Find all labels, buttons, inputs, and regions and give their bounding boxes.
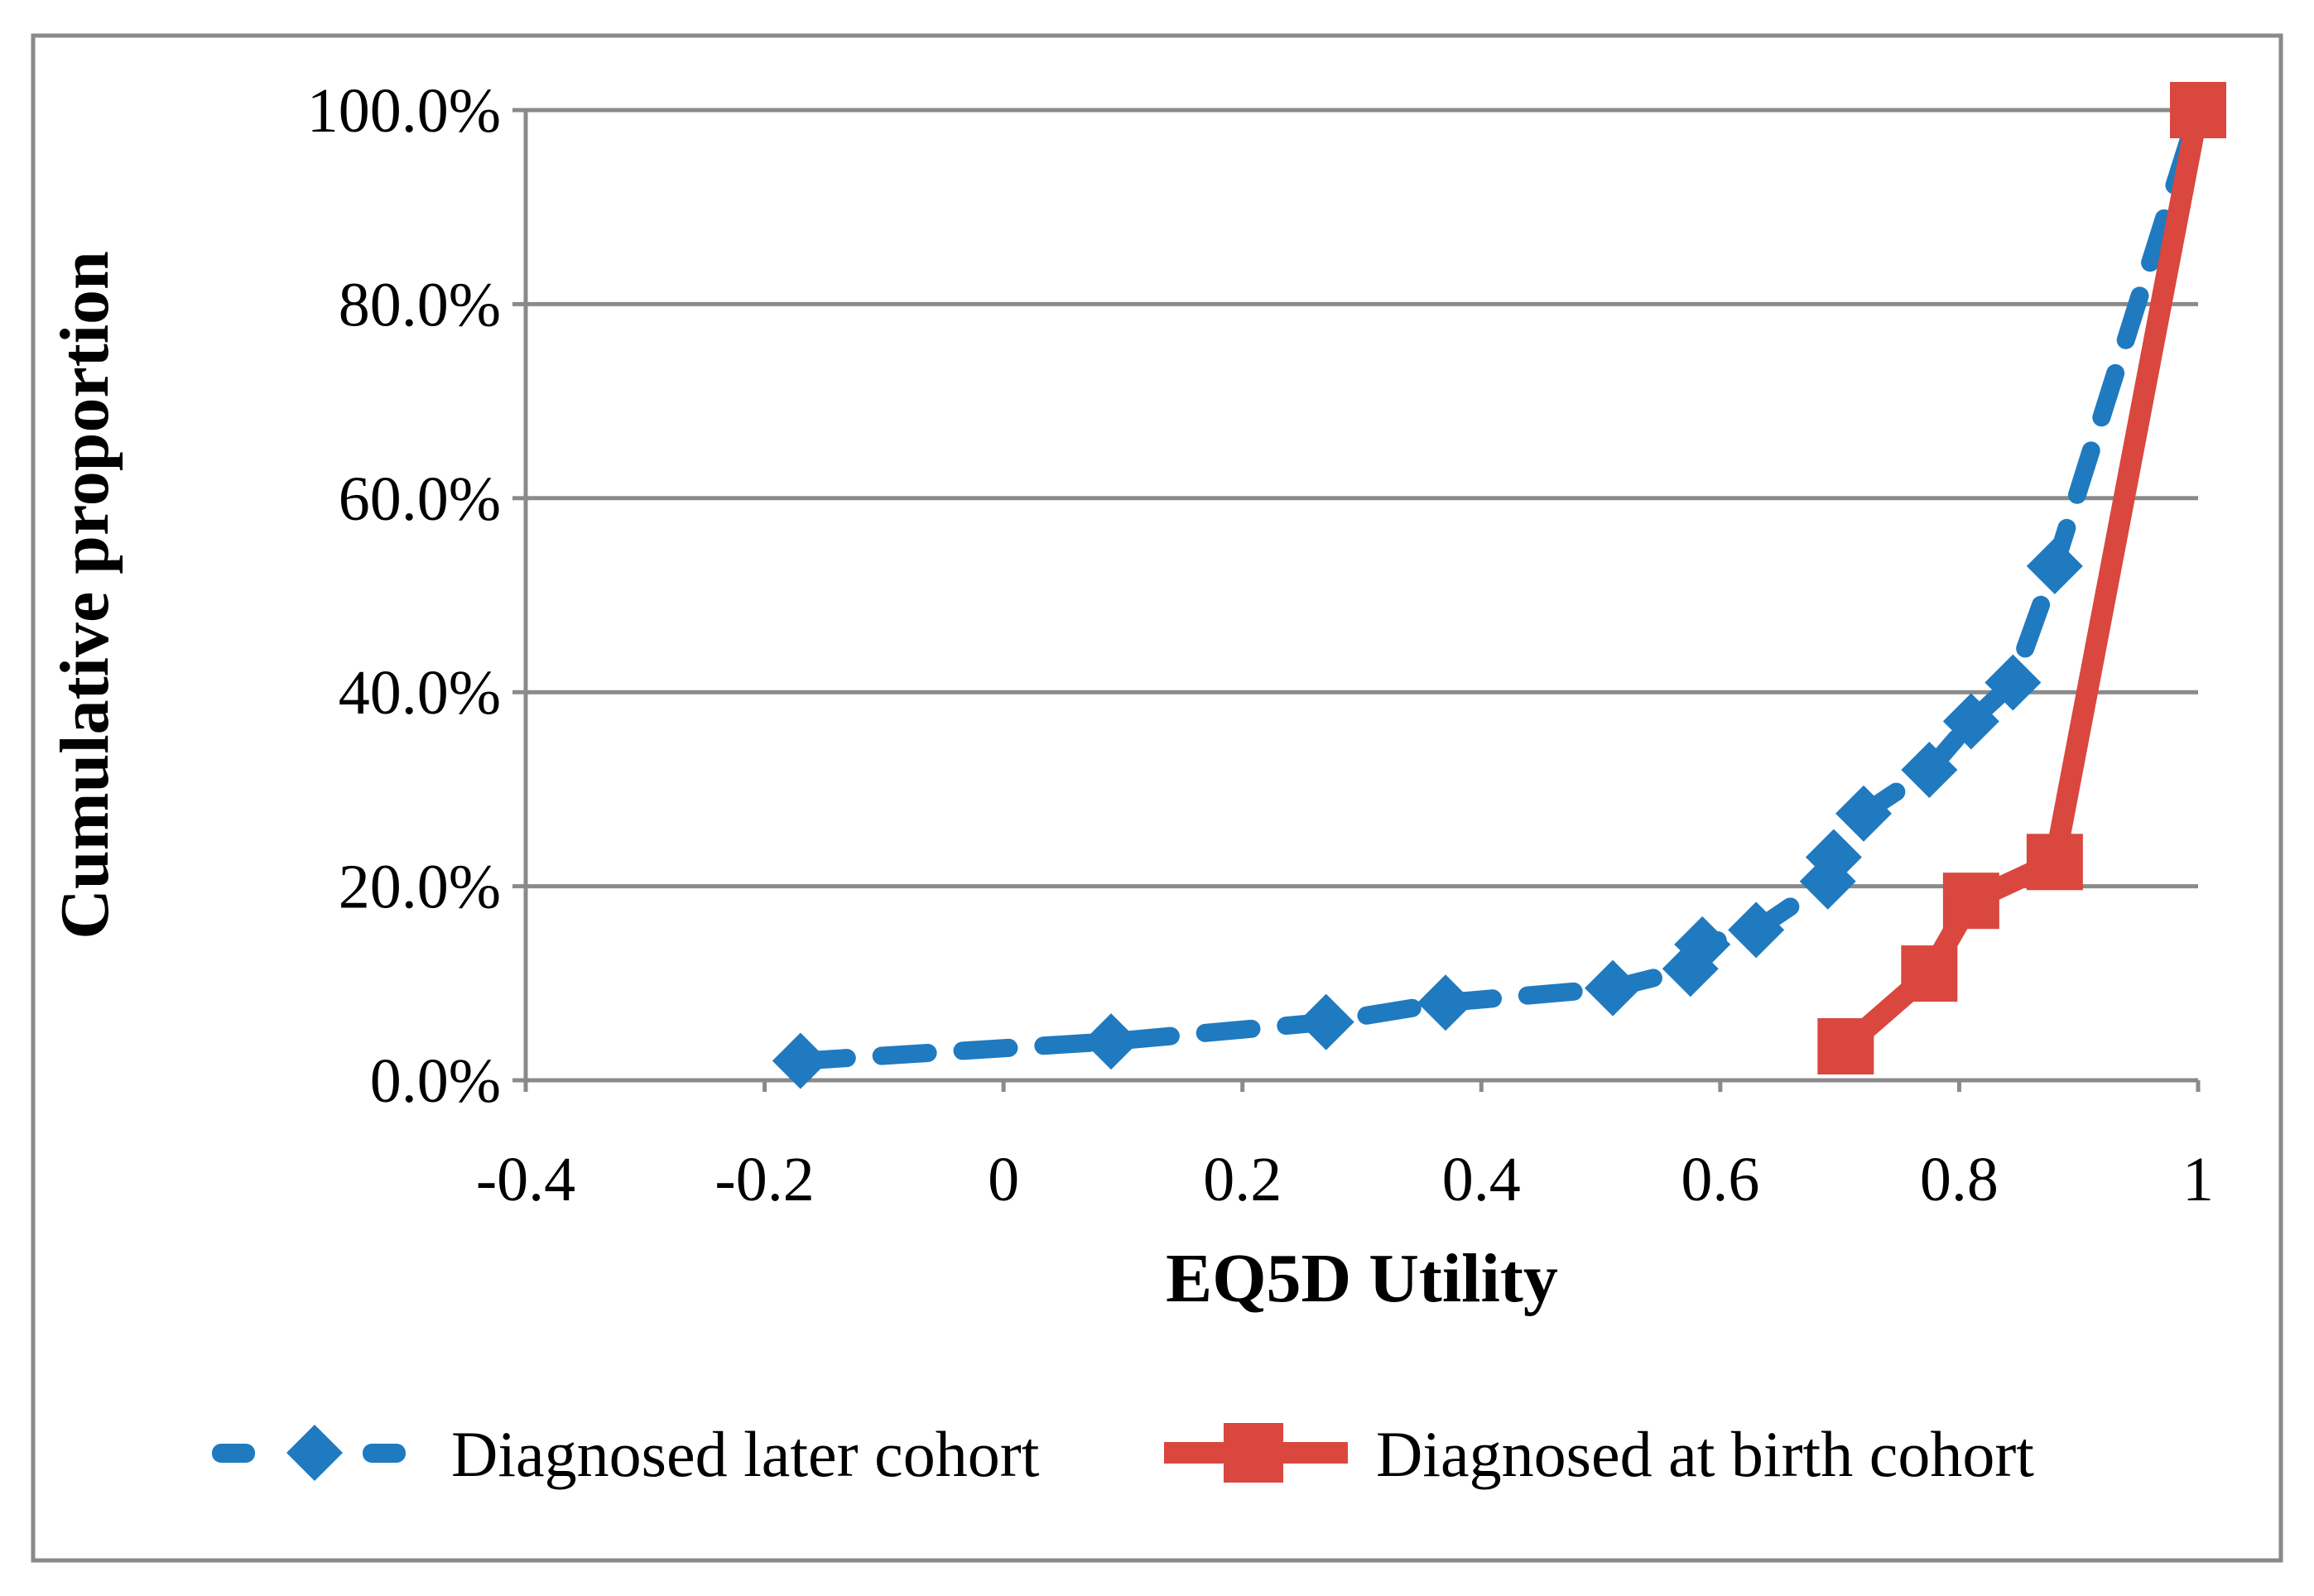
y-tick-label: 0.0% xyxy=(370,1046,501,1116)
legend-dashed-line-icon xyxy=(212,1444,255,1463)
y-tick-label: 80.0% xyxy=(339,270,501,339)
legend-item-diagnosed-later: Diagnosed later cohort xyxy=(212,1418,1040,1490)
data-point-diamond xyxy=(1984,654,2042,711)
data-point-diamond xyxy=(1901,741,1958,798)
x-tick-label: 0.6 xyxy=(1681,1145,1759,1214)
gridlines xyxy=(512,108,2201,1092)
legend: Diagnosed later cohort Diagnosed at birt… xyxy=(212,1418,2034,1490)
figure-border xyxy=(31,33,2283,1563)
data-point-diamond xyxy=(1417,974,1474,1031)
data-point-diamond xyxy=(1805,829,1862,886)
legend-item-diagnosed-at-birth: Diagnosed at birth cohort xyxy=(1164,1418,2034,1490)
x-tick-label: 1 xyxy=(2182,1145,2214,1214)
legend-square-marker-icon xyxy=(1224,1423,1283,1483)
data-point-diamond xyxy=(1083,1013,1139,1070)
x-tick-label: -0.2 xyxy=(714,1145,814,1214)
data-point-diamond xyxy=(1297,993,1354,1050)
y-tick-label: 20.0% xyxy=(339,853,501,922)
data-point-diamond xyxy=(1585,959,1641,1017)
y-tick-label: 40.0% xyxy=(339,658,501,728)
data-point-diamond xyxy=(2026,537,2083,594)
data-point-diamond xyxy=(1835,785,1892,842)
data-point-square xyxy=(2170,82,2226,138)
series-line-diamond xyxy=(791,101,2207,1070)
legend-label-diagnosed-at-birth: Diagnosed at birth cohort xyxy=(1376,1418,2034,1490)
x-tick-label: 0.8 xyxy=(1920,1145,1999,1214)
x-tick-label: 0.4 xyxy=(1442,1145,1521,1214)
legend-diamond-marker-icon xyxy=(286,1425,343,1481)
data-point-square xyxy=(1817,1017,1874,1074)
legend-dashed-line-icon xyxy=(363,1444,406,1463)
y-tick-label: 60.0% xyxy=(339,464,501,534)
data-point-square xyxy=(2026,834,2083,891)
data-point-diamond xyxy=(772,1032,829,1089)
legend-label-diagnosed-later: Diagnosed later cohort xyxy=(451,1418,1040,1490)
axis-tick-labels: 0.0% 20.0% 40.0% 60.0% 80.0% 100.0% -0.4 -0.2 0 0… xyxy=(307,76,2214,1214)
data-point-diamond xyxy=(1942,693,1999,750)
data-point-diamond xyxy=(1728,901,1785,959)
x-tick-label: -0.4 xyxy=(476,1145,575,1214)
x-tick-label: 0.2 xyxy=(1203,1145,1282,1214)
data-point-square xyxy=(1942,873,1999,930)
data-point-diamond xyxy=(1674,916,1731,973)
y-tick-label: 100.0% xyxy=(307,76,501,146)
data-point-square xyxy=(1901,945,1958,1002)
y-axis-title: Cumulative proportion xyxy=(46,251,123,940)
x-tick-label: 0 xyxy=(988,1145,1019,1214)
plot-series xyxy=(772,82,2226,1089)
x-axis-title: EQ5D Utility xyxy=(1166,1240,1558,1317)
